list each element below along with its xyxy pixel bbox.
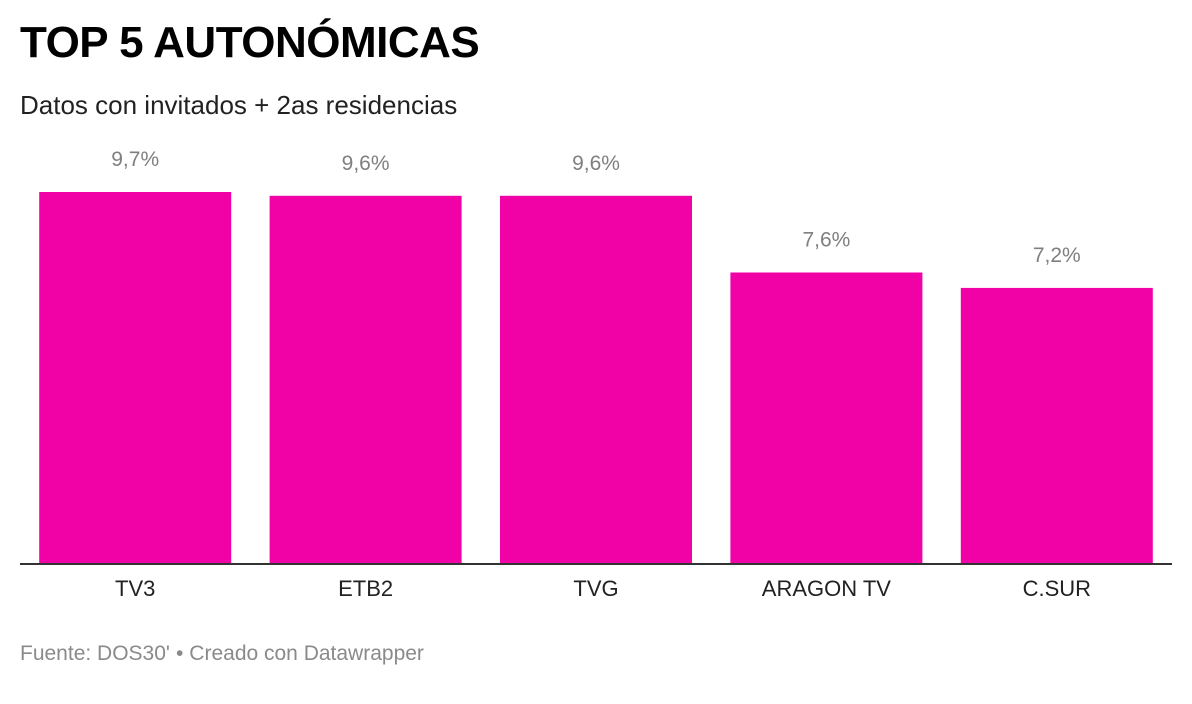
chart-footer: Fuente: DOS30' • Creado con Datawrapper <box>20 642 424 666</box>
footer-separator: • <box>175 642 184 665</box>
value-label: 9,7% <box>111 148 159 171</box>
value-label: 9,6% <box>342 152 390 175</box>
category-label: C.SUR <box>1023 576 1091 601</box>
bar-c-sur <box>960 287 1153 564</box>
bar-etb2 <box>269 195 462 565</box>
category-label: TVG <box>573 576 618 601</box>
source-note: Fuente: DOS30' <box>20 642 170 665</box>
bar-tvg <box>500 195 692 565</box>
credit-note: Creado con Datawrapper <box>189 642 424 665</box>
value-label: 9,6% <box>572 152 620 175</box>
category-label: TV3 <box>115 576 155 601</box>
value-label: 7,2% <box>1033 244 1081 267</box>
chart-subtitle: Datos con invitados + 2as residencias <box>20 90 458 120</box>
category-label: ARAGON TV <box>762 576 892 601</box>
bar-tv3 <box>39 192 232 564</box>
chart-title: TOP 5 AUTONÓMICAS <box>20 18 480 67</box>
bar-aragon-tv <box>730 272 923 564</box>
value-label: 7,6% <box>802 229 850 252</box>
category-label: ETB2 <box>338 576 393 601</box>
